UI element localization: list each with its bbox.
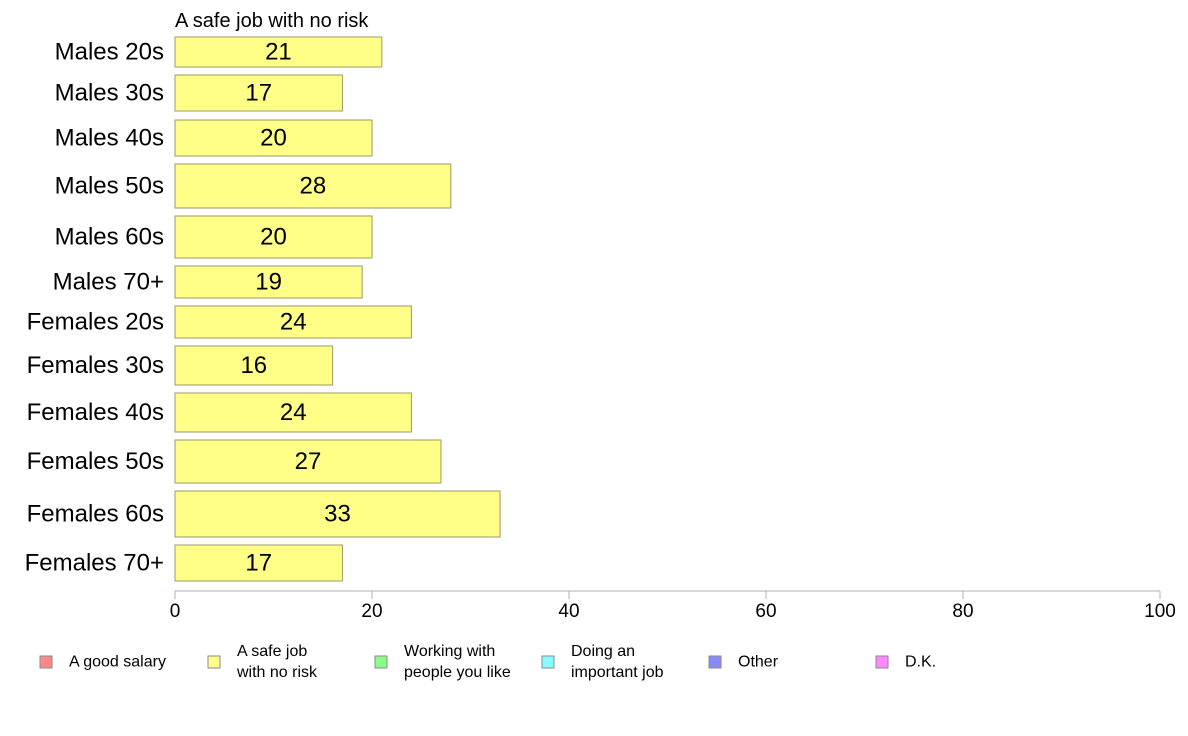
- bar: [174, 36, 383, 68]
- legend-label: with no risk: [236, 664, 318, 681]
- legend-swatch: [374, 655, 388, 669]
- category-label: Females 20s: [27, 309, 164, 336]
- category-label: Males 40s: [55, 125, 164, 152]
- bar-value-label: 33: [324, 501, 351, 528]
- legend: A good salary A safe job with no risk Worki…: [39, 643, 936, 681]
- chart-title: A safe job with no risk: [175, 10, 369, 32]
- category-label: Females 50s: [27, 448, 164, 475]
- legend-swatch: [875, 655, 889, 669]
- legend-swatch: [39, 655, 53, 669]
- bar-value-label: 27: [295, 448, 322, 475]
- bar: [174, 345, 334, 386]
- bar: [174, 305, 412, 339]
- category-label: Males 30s: [55, 80, 164, 107]
- bar-value-label: 24: [280, 399, 307, 426]
- category-label: Females 40s: [27, 399, 164, 426]
- category-label: Males 70+: [53, 269, 164, 296]
- bar: [174, 439, 442, 484]
- x-tick-label: 100: [1144, 601, 1176, 622]
- category-label: Females 30s: [27, 352, 164, 379]
- bar-value-label: 20: [260, 224, 287, 251]
- category-label: Females 60s: [27, 501, 164, 528]
- legend-label: D.K.: [905, 654, 936, 671]
- category-label: Males 60s: [55, 224, 164, 251]
- legend-swatch: [708, 655, 722, 669]
- legend-label: A safe job: [237, 643, 307, 660]
- category-label: Males 50s: [55, 173, 164, 200]
- legend-swatch: [207, 655, 221, 669]
- x-tick-label: 60: [755, 601, 776, 622]
- bar-value-label: 17: [245, 550, 272, 577]
- legend-label: important job: [571, 664, 664, 681]
- x-tick-label: 20: [361, 601, 382, 622]
- x-axis: 0 20 40 60 80 100: [170, 590, 1176, 622]
- bar-value-label: 19: [255, 269, 282, 296]
- bar: [174, 490, 501, 538]
- legend-label: Doing an: [571, 643, 635, 660]
- category-label: Males 20s: [55, 39, 164, 66]
- bar-value-label: 21: [265, 39, 292, 66]
- x-tick-label: 40: [558, 601, 579, 622]
- bar: [174, 119, 373, 157]
- bar: [174, 392, 412, 433]
- bar-value-label: 16: [240, 352, 267, 379]
- bar: [174, 74, 343, 112]
- bar-value-label: 20: [260, 125, 287, 152]
- legend-label: Other: [738, 654, 779, 671]
- legend-label: A good salary: [69, 654, 166, 671]
- bar-value-label: 24: [280, 309, 307, 336]
- bar: [174, 544, 343, 582]
- legend-label: people you like: [404, 664, 511, 681]
- bar-value-label: 28: [300, 173, 327, 200]
- bar: [174, 163, 452, 209]
- bar: [174, 265, 363, 299]
- legend-swatch: [541, 655, 555, 669]
- bars-group: Males 20s 21 Males 30s 17 Males 40s 20 Males 5…: [25, 36, 501, 582]
- bar-value-label: 17: [245, 80, 272, 107]
- x-tick-label: 80: [952, 601, 973, 622]
- category-label: Females 70+: [25, 550, 164, 577]
- bar: [174, 215, 373, 259]
- legend-label: Working with: [404, 643, 495, 660]
- x-tick-label: 0: [170, 601, 181, 622]
